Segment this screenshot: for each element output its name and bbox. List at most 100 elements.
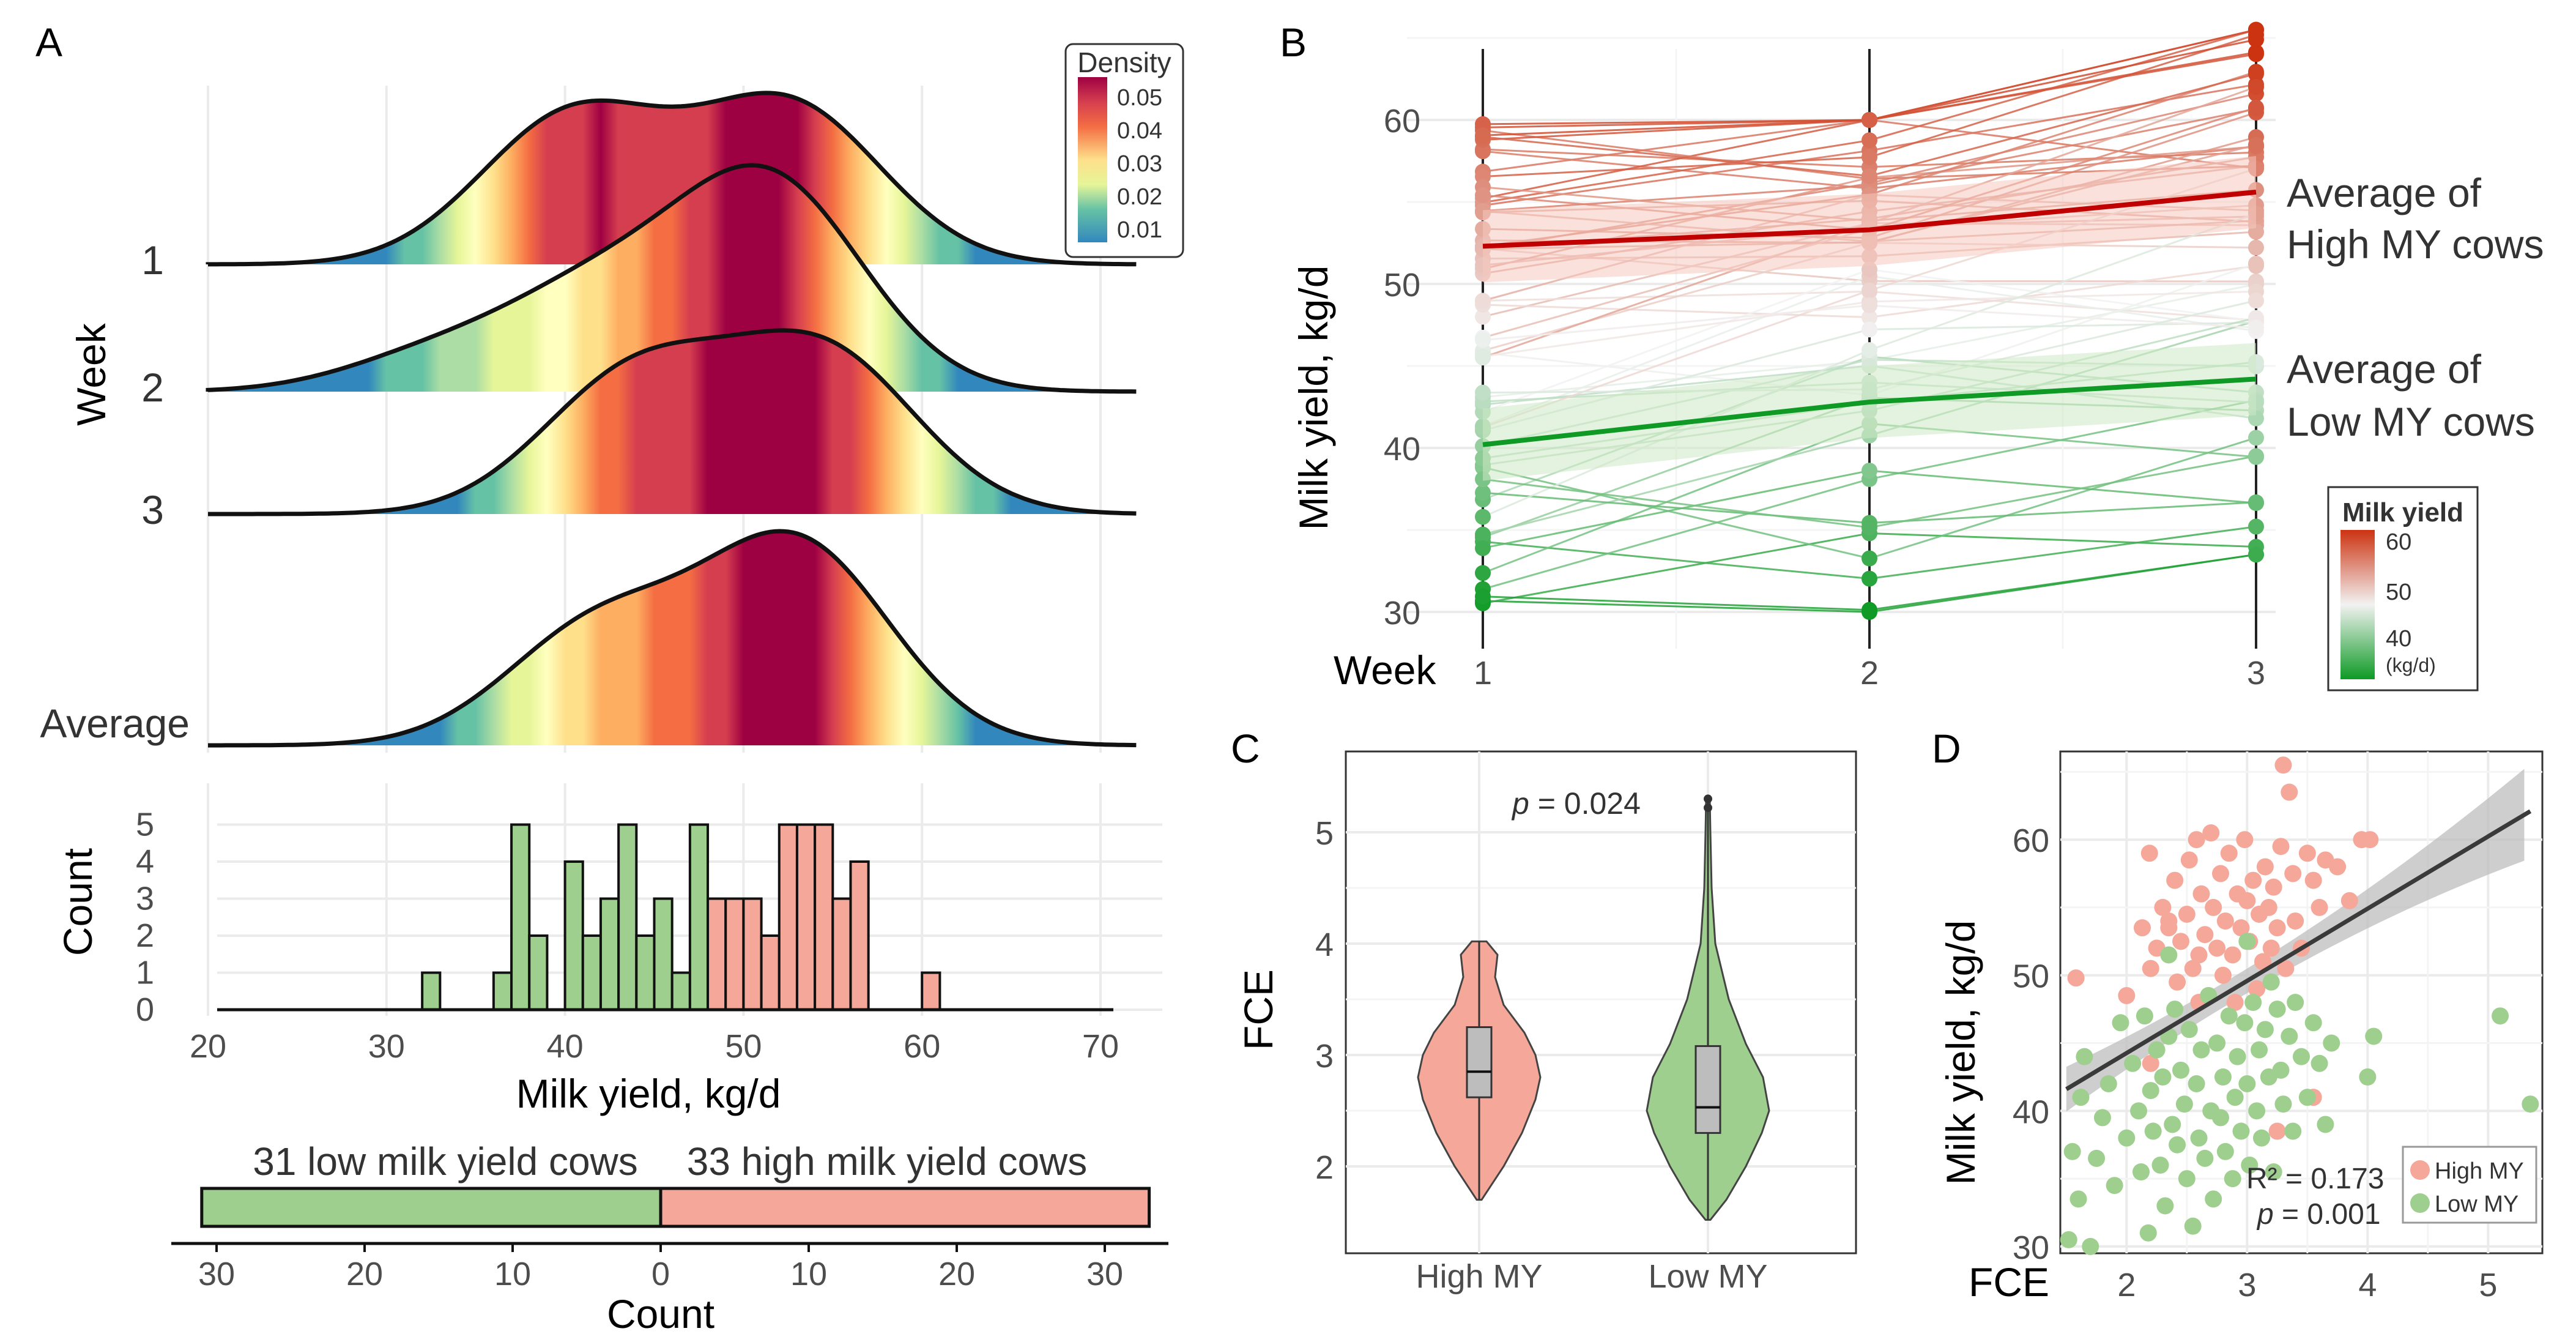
b-y-tick-0: 30 — [1384, 595, 1420, 632]
b-x-tick-1: 2 — [1860, 655, 1879, 692]
hist-bar-low-10 — [653, 897, 674, 1011]
count-bar-low — [200, 1187, 663, 1228]
cow-point-22-2 — [2248, 46, 2264, 62]
point-low-42 — [2216, 1143, 2234, 1160]
a-x-tick-1: 30 — [368, 1028, 405, 1065]
point-high-61 — [2160, 912, 2178, 930]
hist-bar-low-3 — [528, 934, 549, 1011]
cow-point-55-0 — [1475, 509, 1491, 525]
confidence-band — [2066, 769, 2525, 1112]
point-high-51 — [2311, 898, 2328, 916]
hist-bar-low-1 — [492, 971, 513, 1011]
panel-d-label: D — [1932, 726, 1961, 771]
cow-point-24-0 — [1475, 116, 1491, 132]
high-avg-label-line1: Average of — [2287, 170, 2482, 215]
milk-yield-legend-colorbar — [2340, 530, 2375, 679]
point-high-0 — [2067, 969, 2085, 987]
low-count-label: 31 low milk yield cows — [253, 1139, 638, 1184]
point-low-75 — [2160, 946, 2178, 964]
point-low-61 — [2274, 1095, 2292, 1113]
point-low-70 — [2323, 1034, 2340, 1052]
cow-point-52-0 — [1475, 348, 1491, 365]
cow-point-14-1 — [1861, 309, 1877, 326]
cow-point-31-2 — [2248, 99, 2264, 116]
hist-bar-low-2 — [510, 823, 531, 1011]
point-low-3 — [2072, 1089, 2090, 1106]
c-y-tick-2: 4 — [1315, 926, 1334, 963]
d-y-tick-0: 30 — [2013, 1229, 2049, 1266]
point-low-57 — [2262, 973, 2280, 991]
point-low-33 — [2190, 1129, 2208, 1147]
point-low-66 — [2298, 1089, 2316, 1106]
cow-point-33-2 — [2248, 239, 2264, 256]
point-low-8 — [2099, 1075, 2117, 1092]
point-low-60 — [2272, 1061, 2290, 1079]
point-low-52 — [2248, 1102, 2266, 1120]
hist-y-axis-title: Count — [55, 848, 100, 956]
cow-point-62-2 — [2248, 293, 2264, 309]
panel-d: D 30 40 50 60 2 3 4 5 Milk yield, kg/d FCE R² =… — [1932, 726, 2544, 1305]
cow-point-41-2 — [2248, 255, 2264, 272]
cow-point-48-2 — [2248, 79, 2264, 95]
point-low-67 — [2304, 1014, 2322, 1032]
cow-point-6-1 — [1861, 149, 1877, 165]
cow-point-57-1 — [1861, 463, 1877, 479]
panel-c-gridlines — [1345, 750, 1857, 1254]
point-low-64 — [2287, 994, 2304, 1012]
ridge-fill-1 — [208, 92, 1137, 264]
point-high-11 — [2178, 906, 2196, 923]
hist-y-tick-3: 3 — [136, 881, 154, 917]
point-low-28 — [2175, 1095, 2193, 1113]
point-high-1 — [2118, 986, 2136, 1004]
hist-bar-high-4 — [778, 823, 798, 1011]
point-low-58 — [2265, 1163, 2282, 1181]
hist-y-tick-5: 5 — [136, 807, 154, 843]
a-x-tick-2: 40 — [547, 1028, 584, 1065]
point-low-50 — [2241, 1156, 2259, 1174]
legend-low-label: Low MY — [2435, 1191, 2518, 1217]
point-low-47 — [2232, 1122, 2250, 1140]
cow-point-39-1 — [1861, 550, 1877, 567]
count-bar-high — [659, 1187, 1151, 1228]
point-low-10 — [2112, 1014, 2129, 1032]
hist-bar-low-6 — [581, 934, 602, 1011]
point-low-54 — [2252, 1129, 2270, 1147]
cow-point-59-1 — [1861, 297, 1877, 314]
ridge-row-labels: 1 2 3 Average — [40, 237, 190, 746]
legend-high-swatch — [2410, 1160, 2430, 1180]
cow-point-63-1 — [1861, 602, 1877, 618]
low-avg-label-line2: Low MY cows — [2287, 399, 2535, 444]
hist-bar-high-2 — [742, 897, 763, 1011]
point-low-5 — [2082, 1237, 2099, 1255]
c-y-tick-1: 3 — [1315, 1038, 1334, 1075]
cow-point-55-1 — [1861, 342, 1877, 359]
point-low-72 — [2365, 1027, 2383, 1045]
point-high-16 — [2192, 885, 2210, 903]
point-high-21 — [2208, 939, 2226, 957]
point-high-47 — [2287, 912, 2304, 930]
panel-a-label: A — [35, 20, 62, 65]
point-high-54 — [2340, 892, 2358, 909]
cow-point-29-0 — [1475, 293, 1491, 309]
point-low-21 — [2154, 1068, 2172, 1086]
count-bar-tick-1: 20 — [346, 1256, 383, 1292]
point-high-17 — [2196, 926, 2214, 944]
cow-point-39-2 — [2248, 430, 2264, 446]
box-iqr-1 — [1694, 1045, 1721, 1134]
hist-bar-high-0 — [707, 897, 727, 1011]
point-high-41 — [2268, 919, 2286, 937]
point-high-8 — [2166, 871, 2184, 889]
cow-point-59-0 — [1475, 332, 1491, 348]
cow-point-27-2 — [2248, 65, 2264, 82]
ridge-outline-average — [208, 529, 1137, 748]
cow-point-27-1 — [1861, 168, 1877, 184]
point-low-74 — [2522, 1095, 2539, 1113]
point-low-51 — [2244, 994, 2262, 1012]
point-low-38 — [2205, 1190, 2222, 1208]
a-x-tick-5: 70 — [1082, 1028, 1119, 1065]
point-high-29 — [2232, 919, 2250, 937]
point-low-1 — [2063, 1143, 2081, 1160]
count-bar-tick-6: 30 — [1086, 1256, 1123, 1292]
panel-d-axes: 30 40 50 60 2 3 4 5 — [2013, 822, 2497, 1303]
